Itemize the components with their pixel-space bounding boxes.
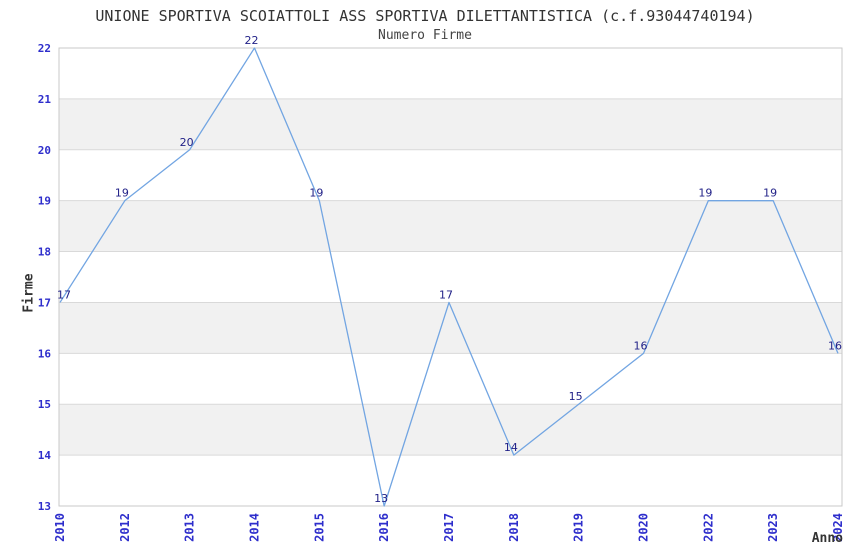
x-tick-label: 2022 xyxy=(701,513,715,542)
x-tick-label: 2014 xyxy=(248,513,262,542)
y-tick-label: 21 xyxy=(38,93,52,106)
plot-border xyxy=(58,47,843,507)
y-tick-label: 20 xyxy=(38,144,51,157)
y-tick-label: 19 xyxy=(38,195,51,208)
data-label: 22 xyxy=(245,34,259,47)
x-tick-label: 2023 xyxy=(766,513,780,542)
data-label: 17 xyxy=(439,288,453,301)
data-label: 19 xyxy=(698,187,712,200)
data-label: 17 xyxy=(57,288,71,301)
band xyxy=(59,302,842,354)
data-line xyxy=(59,47,839,507)
y-tick-label: 18 xyxy=(38,246,51,259)
x-tick-label: 2010 xyxy=(53,513,67,542)
data-label: 19 xyxy=(115,187,129,200)
x-tick-label: 2016 xyxy=(377,513,391,542)
chart-title: UNIONE SPORTIVA SCOIATTOLI ASS SPORTIVA … xyxy=(95,7,755,25)
data-label: 19 xyxy=(763,187,777,200)
y-tick-label: 17 xyxy=(38,296,51,309)
x-tick-label: 2013 xyxy=(183,513,197,542)
data-label: 15 xyxy=(569,390,583,403)
band xyxy=(59,98,842,150)
x-tick-label: 2017 xyxy=(442,513,456,542)
x-tick-label: 2019 xyxy=(572,513,586,542)
band xyxy=(59,200,842,252)
y-tick-label: 22 xyxy=(38,42,51,55)
band xyxy=(59,404,842,456)
x-tick-label: 2018 xyxy=(507,513,521,542)
data-label: 20 xyxy=(180,136,194,149)
x-tick-label: 2020 xyxy=(637,513,651,542)
y-tick-label: 15 xyxy=(38,398,51,411)
data-label: 16 xyxy=(634,339,648,352)
data-label: 19 xyxy=(309,187,323,200)
x-tick-label: 2015 xyxy=(312,513,326,542)
data-label: 13 xyxy=(374,492,388,505)
y-tick-label: 13 xyxy=(38,500,51,513)
x-axis-title: Anno xyxy=(811,531,843,546)
y-tick-label: 16 xyxy=(38,347,52,360)
chart-subtitle: Numero Firme xyxy=(378,28,472,43)
x-tick-label: 2012 xyxy=(118,513,132,542)
data-label: 14 xyxy=(504,441,518,454)
data-label: 16 xyxy=(828,339,842,352)
x-tick-label: 2024 xyxy=(831,513,845,542)
y-tick-label: 14 xyxy=(38,449,52,462)
